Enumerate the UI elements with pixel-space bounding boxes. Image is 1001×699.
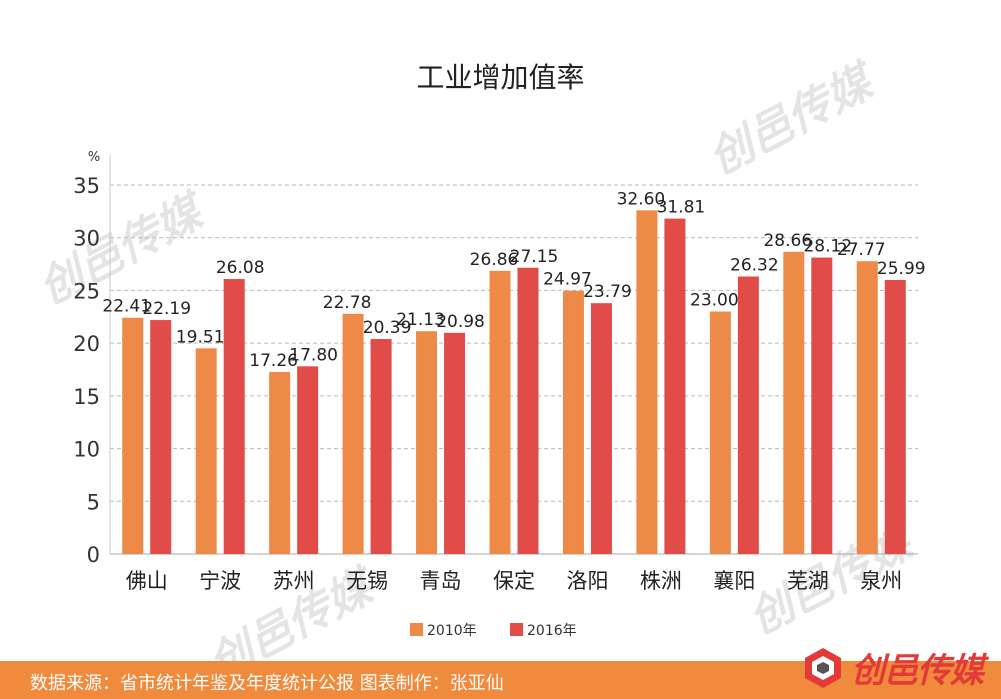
chart-title: 工业增加值率 xyxy=(416,61,585,94)
bar-2010 xyxy=(195,348,217,554)
x-tick-label: 保定 xyxy=(493,569,535,593)
x-tick-label: 洛阳 xyxy=(566,569,608,593)
data-label: 22.78 xyxy=(323,293,372,313)
bar-2010 xyxy=(342,313,364,554)
y-tick-label: 5 xyxy=(87,490,100,514)
bar-2016 xyxy=(517,267,539,554)
bar-2016 xyxy=(884,279,906,554)
x-tick-label: 无锡 xyxy=(346,569,388,593)
y-tick-label: 25 xyxy=(73,279,100,303)
bar-2010 xyxy=(416,331,438,554)
x-tick-label: 株洲 xyxy=(640,569,682,593)
data-label: 27.15 xyxy=(510,247,559,267)
x-tick-label: 佛山 xyxy=(126,569,168,593)
data-label: 28.66 xyxy=(763,231,812,251)
data-label: 26.86 xyxy=(470,250,519,270)
legend-swatch xyxy=(410,623,423,636)
bar-2010 xyxy=(856,261,878,554)
bar-2016 xyxy=(590,303,612,554)
data-label: 26.08 xyxy=(216,258,265,278)
y-tick-label: 0 xyxy=(87,543,100,567)
data-label: 32.60 xyxy=(617,189,666,209)
data-label: 25.99 xyxy=(877,259,926,279)
y-tick-label: 20 xyxy=(73,332,100,356)
brand-name: 创邑传媒 xyxy=(851,651,984,691)
bar-2010 xyxy=(709,311,731,554)
bar-2010 xyxy=(122,317,144,554)
data-label: 22.19 xyxy=(142,299,191,319)
bar-2010 xyxy=(783,251,805,554)
bar-2010 xyxy=(636,210,658,554)
bar-2010 xyxy=(489,270,511,554)
bar-2016 xyxy=(150,320,172,554)
x-tick-label: 青岛 xyxy=(420,569,462,593)
brand-logo: 创邑传媒 xyxy=(801,643,984,692)
data-label: 19.51 xyxy=(176,327,225,347)
x-tick-label: 宁波 xyxy=(199,569,241,593)
data-label: 20.98 xyxy=(436,312,485,332)
y-axis-unit: % xyxy=(88,150,100,165)
data-label: 24.97 xyxy=(543,270,592,290)
bar-2016 xyxy=(811,257,833,554)
x-tick-label: 襄阳 xyxy=(713,569,755,593)
bar-2016 xyxy=(370,339,392,554)
data-label: 17.80 xyxy=(289,345,338,365)
data-label: 27.77 xyxy=(837,240,886,260)
data-label: 23.00 xyxy=(690,291,739,311)
data-label: 31.81 xyxy=(657,198,706,218)
data-label: 22.41 xyxy=(102,297,151,317)
data-label: 17.26 xyxy=(249,351,298,371)
bar-2016 xyxy=(664,218,686,554)
bar-2016 xyxy=(297,366,319,554)
legend-swatch xyxy=(510,623,523,636)
y-tick-label: 30 xyxy=(73,227,100,251)
y-tick-label: 10 xyxy=(73,438,100,462)
data-label: 26.32 xyxy=(730,256,779,276)
x-tick-label: 芜湖 xyxy=(787,569,829,593)
x-tick-label: 泉州 xyxy=(860,569,902,593)
data-label: 23.79 xyxy=(583,282,632,302)
bar-2016 xyxy=(223,279,245,554)
y-tick-label: 35 xyxy=(73,174,100,198)
bar-2016 xyxy=(737,276,759,554)
data-label: 21.13 xyxy=(396,310,445,330)
legend-label: 2010年 xyxy=(427,623,477,639)
legend-label: 2016年 xyxy=(527,623,577,639)
data-label: 20.39 xyxy=(363,318,412,338)
data-label: 28.12 xyxy=(803,237,852,257)
bar-2010 xyxy=(269,372,291,554)
bar-2016 xyxy=(444,332,466,554)
y-tick-label: 15 xyxy=(73,385,100,409)
brand-logo-icon xyxy=(805,647,841,688)
data-source-note: 数据来源：省市统计年鉴及年度统计公报 图表制作：张亚仙 xyxy=(30,673,504,694)
bar-2010 xyxy=(562,290,584,554)
x-tick-label: 苏州 xyxy=(273,569,315,593)
